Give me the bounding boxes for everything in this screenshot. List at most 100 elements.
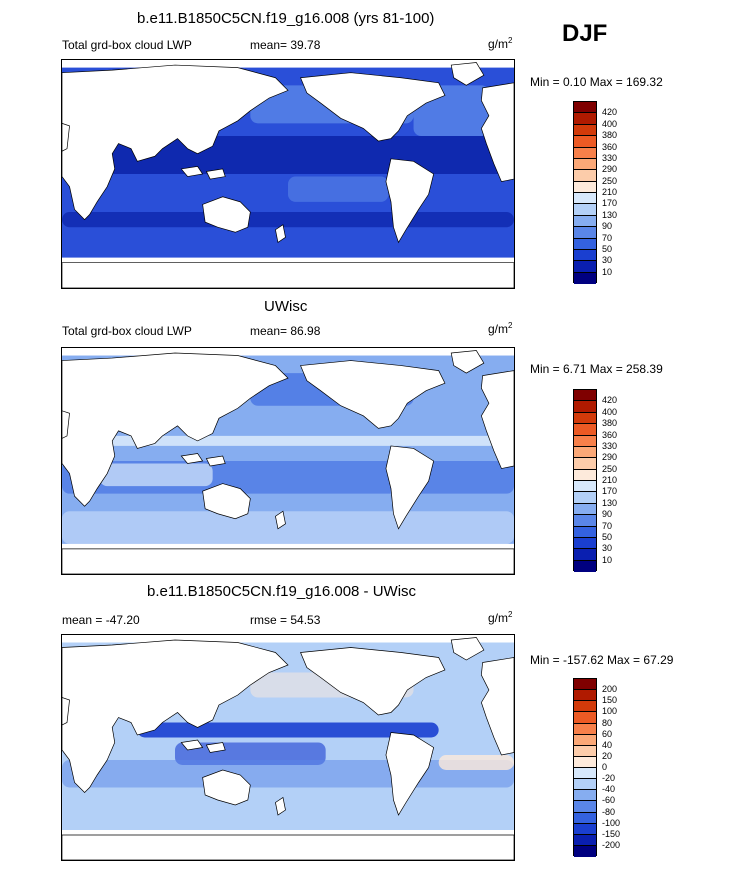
colorbar-swatch [574, 412, 596, 425]
colorbar-tick-label: 290 [602, 452, 618, 463]
colorbar-tick-label: 30 [602, 543, 613, 554]
colorbar-swatch [574, 756, 596, 768]
panel-2-variable-label: Total grd-box cloud LWP [62, 324, 192, 338]
colorbar-tick-label: 380 [602, 418, 618, 429]
panel-2-map [61, 347, 515, 575]
panel-3-unit-label: g/m2 [488, 610, 513, 625]
panel-3-title: b.e11.B1850C5CN.f19_g16.008 - UWisc [147, 583, 417, 600]
colorbar-tick-label: 90 [602, 221, 613, 232]
panel-2-minmax-label: Min = 6.71 Max = 258.39 [530, 362, 663, 376]
colorbar-tick-label: 210 [602, 187, 618, 197]
colorbar-tick-label: 400 [602, 118, 618, 129]
colorbar-swatch [574, 515, 596, 527]
panel-3-rmse-label: rmse = 54.53 [250, 613, 321, 627]
panel-3-mean-label: mean = -47.20 [62, 613, 140, 627]
colorbar-tick-label: 380 [602, 130, 618, 141]
colorbar-tick-label: 80 [602, 717, 613, 728]
panel-2-title: UWisc [264, 298, 308, 315]
colorbar-swatch [574, 492, 596, 504]
colorbar-swatch [574, 215, 596, 228]
colorbar-swatch [574, 458, 596, 470]
colorbar-tick-label: 90 [602, 509, 613, 520]
panel-1-mean-label: mean= 39.78 [250, 38, 321, 52]
panel-2-unit-label: g/m2 [488, 321, 513, 336]
colorbar-tick-label: -20 [602, 773, 616, 784]
colorbar-swatch [574, 158, 596, 171]
panel-1-map [61, 59, 515, 289]
colorbar-swatch [574, 712, 596, 724]
colorbar-swatch [574, 204, 596, 216]
colorbar-tick-label: 420 [602, 395, 618, 406]
colorbar-swatch [574, 768, 596, 780]
colorbar-tick-label: 420 [602, 107, 618, 118]
colorbar-swatch [574, 401, 596, 413]
panel-2-colorbar [573, 389, 597, 572]
colorbar-tick-label: 290 [602, 164, 618, 175]
colorbar-tick-label: 0 [602, 762, 608, 772]
colorbar-swatch [574, 102, 596, 114]
colorbar-swatch [574, 745, 596, 757]
panel-2-mean-label: mean= 86.98 [250, 324, 321, 338]
colorbar-swatch [574, 261, 596, 273]
colorbar-swatch [574, 227, 596, 239]
colorbar-tick-label: 210 [602, 475, 618, 485]
colorbar-tick-label: 60 [602, 728, 613, 739]
colorbar-tick-label: 20 [602, 750, 613, 761]
panel-3-map [61, 634, 515, 861]
season-label: DJF [562, 20, 608, 47]
colorbar-swatch [574, 170, 596, 182]
colorbar-swatch [574, 701, 596, 713]
colorbar-swatch [574, 549, 596, 561]
colorbar-tick-label: -100 [602, 817, 621, 828]
colorbar-tick-label: 150 [602, 695, 618, 706]
colorbar-tick-label: 10 [602, 554, 613, 565]
colorbar-swatch [574, 679, 596, 691]
colorbar-swatch [574, 537, 596, 550]
colorbar-tick-label: 250 [602, 175, 618, 186]
colorbar-swatch [574, 845, 596, 857]
panel-1-title: b.e11.B1850C5CN.f19_g16.008 (yrs 81-100) [137, 10, 435, 27]
colorbar-tick-label: 50 [602, 243, 613, 254]
colorbar-swatch [574, 469, 596, 481]
colorbar-tick-label: 360 [602, 429, 618, 440]
panel-3-map-svg [62, 635, 514, 860]
colorbar-swatch [574, 136, 596, 148]
colorbar-swatch [574, 435, 596, 447]
colorbar-swatch [574, 801, 596, 813]
colorbar-swatch [574, 481, 596, 493]
colorbar-swatch [574, 147, 596, 159]
colorbar-tick-label: 330 [602, 440, 618, 451]
panel-3-colorbar [573, 678, 597, 857]
colorbar-tick-label: 40 [602, 739, 613, 750]
colorbar-tick-label: 170 [602, 486, 618, 497]
colorbar-swatch [574, 526, 596, 538]
colorbar-tick-label: 170 [602, 198, 618, 209]
colorbar-swatch [574, 193, 596, 205]
colorbar-tick-label: -60 [602, 795, 616, 806]
colorbar-swatch [574, 181, 596, 193]
panel-1-variable-label: Total grd-box cloud LWP [62, 38, 192, 52]
colorbar-tick-label: 130 [602, 497, 618, 508]
colorbar-tick-label: 70 [602, 232, 613, 243]
colorbar-tick-label: 330 [602, 152, 618, 163]
colorbar-tick-label: 30 [602, 255, 613, 266]
colorbar-swatch [574, 113, 596, 125]
panel-3-minmax-label: Min = -157.62 Max = 67.29 [530, 653, 674, 667]
panel-1-unit-label: g/m2 [488, 36, 513, 51]
colorbar-swatch [574, 238, 596, 250]
colorbar-swatch [574, 779, 596, 791]
colorbar-swatch [574, 723, 596, 735]
colorbar-swatch [574, 790, 596, 802]
colorbar-tick-label: 250 [602, 463, 618, 474]
colorbar-swatch [574, 560, 596, 572]
panel-2-map-svg [62, 348, 514, 574]
colorbar-tick-label: 360 [602, 141, 618, 152]
colorbar-swatch [574, 124, 596, 137]
colorbar-tick-label: -150 [602, 828, 621, 839]
colorbar-tick-label: 50 [602, 531, 613, 542]
panel-1-colorbar [573, 101, 597, 284]
colorbar-swatch [574, 812, 596, 824]
panel-1-map-svg [62, 60, 514, 288]
colorbar-swatch [574, 249, 596, 262]
colorbar-swatch [574, 503, 596, 516]
